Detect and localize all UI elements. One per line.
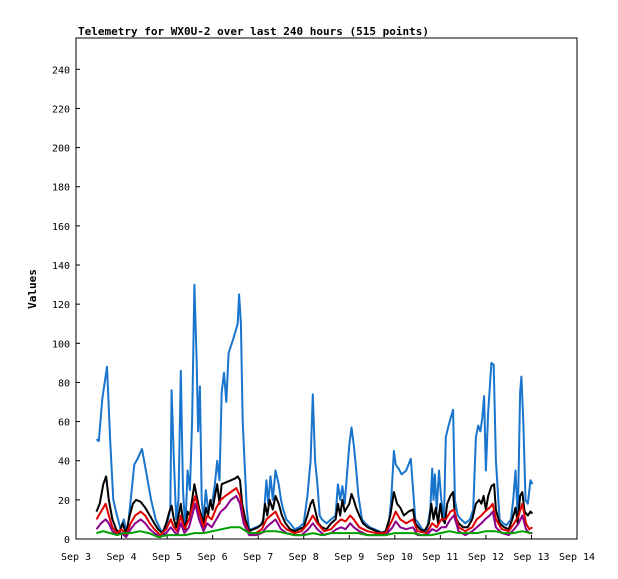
- y-tick-label: 80: [58, 378, 70, 389]
- y-tick-label: 100: [52, 339, 70, 350]
- y-tick-label: 40: [58, 457, 70, 468]
- x-tick-label: Sep 10: [377, 552, 413, 563]
- y-tick-label: 240: [52, 65, 70, 76]
- y-tick-label: 20: [58, 496, 70, 507]
- x-axis: Sep 3 Sep 4 Sep 5 Sep 6 Sep 7 Sep 8 Sep 9 Sep 1…: [61, 535, 595, 563]
- series-group: [95, 283, 534, 538]
- x-tick-label: Sep 12: [468, 552, 504, 563]
- x-tick-label: Sep 11: [422, 552, 458, 563]
- y-tick-label: 160: [52, 222, 70, 233]
- x-tick-label: Sep 9: [334, 552, 364, 563]
- series-line-2: [95, 487, 533, 537]
- x-tick-label: Sep 5: [152, 552, 182, 563]
- y-tick-label: 60: [58, 418, 70, 429]
- y-tick-label: 120: [52, 300, 70, 311]
- x-tick-label: Sep 7: [243, 552, 273, 563]
- x-tick-label: Sep 4: [106, 552, 136, 563]
- x-tick-label: Sep 13: [513, 552, 549, 563]
- y-axis: 0 20 40 60 80 100 120 140 160 180 200 220 240: [52, 65, 80, 546]
- y-tick-label: 0: [64, 535, 70, 546]
- y-axis-label: Values: [26, 269, 39, 309]
- chart-title: Telemetry for WX0U-2 over last 240 hours…: [78, 25, 429, 38]
- x-tick-label: Sep 6: [198, 552, 228, 563]
- y-tick-label: 200: [52, 144, 70, 155]
- series-line-1: [95, 475, 534, 535]
- x-tick-label: Sep 14: [559, 552, 595, 563]
- y-tick-label: 220: [52, 104, 70, 115]
- y-tick-label: 140: [52, 261, 70, 272]
- plot-frame: [75, 37, 578, 540]
- x-tick-label: Sep 8: [289, 552, 319, 563]
- series-line-4: [96, 526, 532, 538]
- x-tick-label: Sep 3: [61, 552, 91, 563]
- series-line-0: [95, 283, 534, 537]
- y-tick-label: 180: [52, 183, 70, 194]
